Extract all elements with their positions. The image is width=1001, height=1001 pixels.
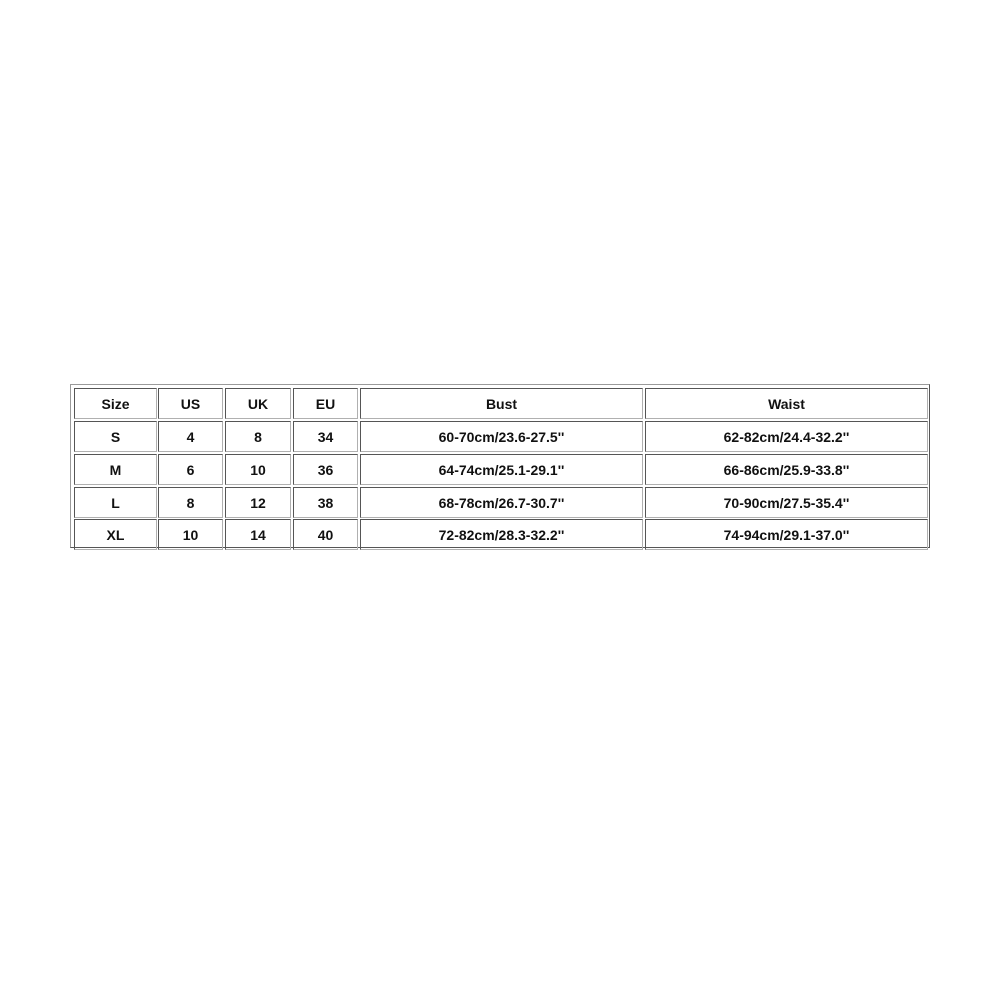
table-cell: 8 bbox=[158, 487, 223, 518]
header-cell: UK bbox=[225, 388, 291, 419]
table-cell: 8 bbox=[225, 421, 291, 452]
table-cell: 74-94cm/29.1-37.0'' bbox=[645, 519, 928, 550]
table-cell: 6 bbox=[158, 454, 223, 485]
table-cell: 40 bbox=[293, 519, 358, 550]
table-cell: XL bbox=[74, 519, 157, 550]
header-cell: Bust bbox=[360, 388, 643, 419]
header-cell: US bbox=[158, 388, 223, 419]
header-cell: Waist bbox=[645, 388, 928, 419]
table-cell: 60-70cm/23.6-27.5'' bbox=[360, 421, 643, 452]
table-cell: 70-90cm/27.5-35.4'' bbox=[645, 487, 928, 518]
table-cell: 4 bbox=[158, 421, 223, 452]
table-cell: 12 bbox=[225, 487, 291, 518]
table-cell: 36 bbox=[293, 454, 358, 485]
header-cell: EU bbox=[293, 388, 358, 419]
table-cell: S bbox=[74, 421, 157, 452]
table-cell: L bbox=[74, 487, 157, 518]
table-cell: 72-82cm/28.3-32.2'' bbox=[360, 519, 643, 550]
header-cell: Size bbox=[74, 388, 157, 419]
table-cell: 66-86cm/25.9-33.8'' bbox=[645, 454, 928, 485]
table-cell: 10 bbox=[225, 454, 291, 485]
table-cell: 68-78cm/26.7-30.7'' bbox=[360, 487, 643, 518]
table-cell: 64-74cm/25.1-29.1'' bbox=[360, 454, 643, 485]
table-cell: 34 bbox=[293, 421, 358, 452]
table-cell: 10 bbox=[158, 519, 223, 550]
table-cell: M bbox=[74, 454, 157, 485]
table-cell: 14 bbox=[225, 519, 291, 550]
size-chart-table: Size US UK EU Bust Waist S 4 8 34 60-70cm/23.6-27.… bbox=[70, 384, 930, 550]
table-cell: 62-82cm/24.4-32.2'' bbox=[645, 421, 928, 452]
table-cell: 38 bbox=[293, 487, 358, 518]
